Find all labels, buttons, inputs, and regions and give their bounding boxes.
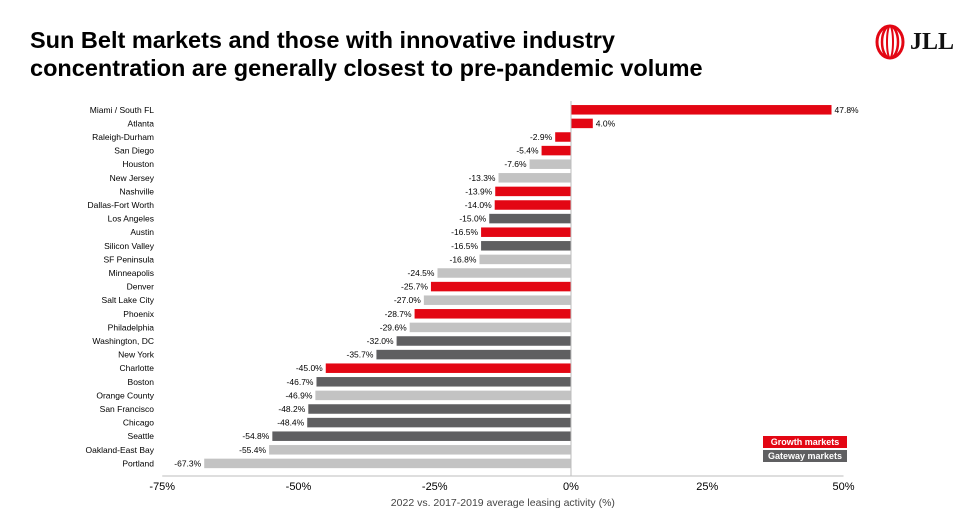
category-label: Oakland-East Bay	[85, 445, 154, 455]
bar-25	[269, 445, 571, 455]
category-label: New York	[118, 350, 155, 360]
bar-4	[529, 159, 571, 169]
category-label: Dallas-Fort Worth	[88, 200, 155, 210]
data-label: -27.0%	[394, 295, 421, 305]
jll-logo-icon	[875, 24, 905, 60]
category-label: Orange County	[96, 390, 154, 400]
bar-11	[479, 254, 571, 265]
bar-0	[571, 105, 832, 115]
data-label: -67.3%	[174, 458, 201, 468]
data-label: -28.7%	[385, 309, 412, 319]
bar-17	[396, 336, 571, 346]
category-label: Phoenix	[123, 309, 154, 319]
legend-gateway-markets: Gateway markets	[763, 450, 847, 462]
data-label: -32.0%	[367, 336, 394, 346]
data-label: -14.0%	[465, 200, 492, 210]
category-label: Chicago	[123, 418, 154, 428]
data-label: -29.6%	[380, 322, 407, 332]
category-label: Austin	[130, 227, 154, 237]
bar-24	[272, 431, 571, 441]
bar-13	[430, 281, 571, 292]
category-label: Silicon Valley	[104, 241, 155, 251]
data-label: -48.4%	[277, 418, 304, 428]
bar-8	[489, 213, 571, 224]
category-label: Boston	[128, 377, 155, 387]
x-axis-label: 2022 vs. 2017-2019 average leasing activ…	[391, 497, 615, 509]
bar-18	[376, 349, 571, 360]
data-label: -48.2%	[278, 404, 305, 414]
category-label: SF Peninsula	[103, 254, 154, 264]
data-label: -45.0%	[296, 363, 323, 373]
category-label: San Francisco	[100, 404, 155, 414]
category-label: Raleigh-Durham	[92, 132, 154, 142]
data-label: -16.5%	[451, 241, 478, 251]
data-label: -24.5%	[408, 268, 435, 278]
bar-15	[414, 309, 571, 319]
chart-title-line-2: concentration are generally closest to p…	[30, 55, 703, 81]
data-label: -25.7%	[401, 282, 428, 292]
bar-22	[308, 404, 571, 414]
data-label: -5.4%	[516, 146, 539, 156]
category-label: Seattle	[128, 431, 155, 441]
data-label: -55.4%	[239, 445, 266, 455]
legend: Growth markets Gateway markets	[763, 436, 847, 464]
x-tick-label: -75%	[149, 481, 175, 493]
data-label: -35.7%	[346, 350, 373, 360]
category-label: Portland	[122, 458, 154, 468]
bar-2	[555, 132, 571, 142]
data-label: -2.9%	[530, 132, 553, 142]
bar-7	[494, 200, 571, 210]
bar-23	[307, 417, 571, 428]
data-label: -13.9%	[465, 186, 492, 196]
category-label: New Jersey	[110, 173, 155, 183]
category-label: San Diego	[114, 146, 154, 156]
category-label: Washington, DC	[92, 336, 154, 346]
category-label: Nashville	[120, 186, 155, 196]
category-label: Philadelphia	[108, 322, 155, 332]
data-label: -7.6%	[504, 159, 527, 169]
data-label: -13.3%	[469, 173, 496, 183]
bar-6	[495, 186, 571, 197]
bar-5	[498, 173, 571, 183]
data-label: -54.8%	[242, 431, 269, 441]
bar-12	[437, 268, 571, 278]
category-label: Houston	[122, 159, 154, 169]
data-label: -16.5%	[451, 227, 478, 237]
x-tick-label: 50%	[832, 481, 854, 493]
category-label: Denver	[127, 282, 155, 292]
data-label: -46.7%	[287, 377, 314, 387]
data-label: -16.8%	[450, 254, 477, 264]
data-label: 4.0%	[596, 118, 616, 128]
bar-9	[481, 227, 571, 237]
x-tick-label: -50%	[286, 481, 312, 493]
category-label: Minneapolis	[109, 268, 154, 278]
bar-19	[325, 363, 571, 373]
bar-14	[423, 295, 571, 305]
bar-1	[571, 118, 593, 129]
bar-21	[315, 390, 571, 401]
legend-growth-markets: Growth markets	[763, 436, 847, 448]
bar-16	[409, 322, 571, 333]
bar-20	[316, 377, 571, 387]
category-label: Charlotte	[120, 363, 155, 373]
data-label: -15.0%	[459, 214, 486, 224]
data-label: 47.8%	[835, 105, 860, 115]
chart-title-line-1: Sun Belt markets and those with innovati…	[30, 27, 615, 53]
category-label: Los Angeles	[108, 214, 154, 224]
data-label: -46.9%	[285, 390, 312, 400]
bar-10	[481, 241, 571, 251]
chart-title: Sun Belt markets and those with innovati…	[30, 26, 830, 82]
x-tick-label: 0%	[563, 481, 579, 493]
category-label: Salt Lake City	[102, 295, 155, 305]
x-tick-label: -25%	[422, 481, 448, 493]
category-label: Atlanta	[128, 118, 155, 128]
bar-26	[204, 458, 571, 469]
logo-text: JLL	[910, 29, 955, 55]
category-label: Miami / South FL	[90, 105, 155, 115]
x-tick-label: 25%	[696, 481, 718, 493]
bar-3	[541, 145, 571, 156]
